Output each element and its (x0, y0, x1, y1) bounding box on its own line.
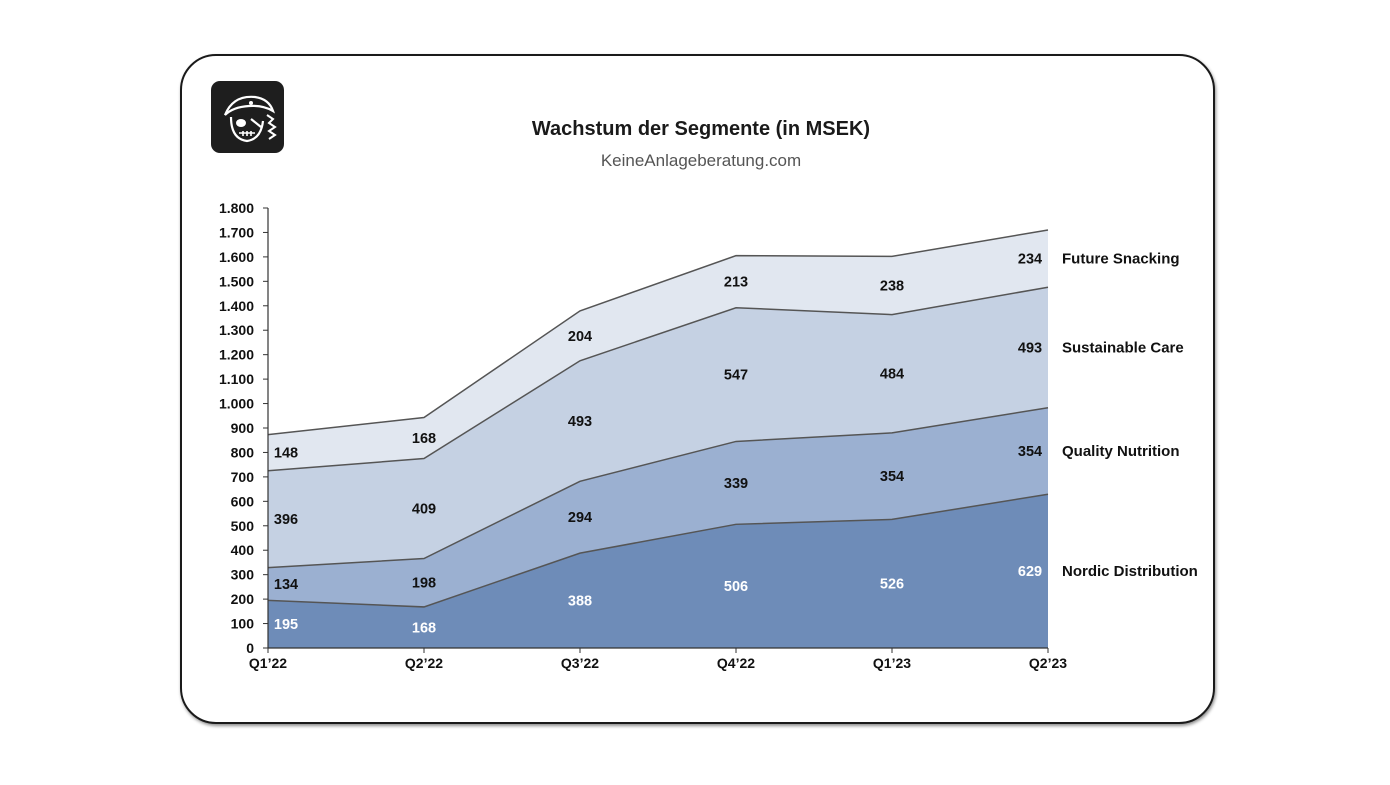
x-tick-label: Q1’23 (873, 655, 911, 671)
y-tick-label: 300 (231, 567, 255, 583)
data-label-future-snacking: 148 (274, 446, 298, 462)
data-label-sustainable-care: 547 (724, 368, 748, 384)
data-label-nordic-distribution: 526 (880, 577, 904, 593)
y-tick-label: 0 (246, 640, 254, 656)
y-tick-label: 1.000 (219, 396, 254, 412)
series-label-future-snacking: Future Snacking (1062, 251, 1180, 268)
data-label-quality-nutrition: 198 (412, 576, 436, 592)
line-future-snacking (267, 229, 1049, 436)
series-label-quality-nutrition: Quality Nutrition (1062, 443, 1180, 460)
y-tick-label: 1.600 (219, 249, 254, 265)
y-tick-label: 400 (231, 542, 255, 558)
data-label-quality-nutrition: 339 (724, 476, 748, 492)
data-label-nordic-distribution: 195 (274, 617, 298, 633)
data-label-sustainable-care: 493 (1018, 340, 1042, 356)
x-tick-label: Q2’23 (1029, 655, 1067, 671)
y-tick-label: 1.800 (219, 200, 254, 216)
data-label-future-snacking: 238 (880, 278, 904, 294)
chart-subtitle: KeineAnlageberatung.com (601, 151, 801, 170)
pirate-skull-icon (223, 95, 277, 143)
x-tick-label: Q2’22 (405, 655, 443, 671)
data-label-quality-nutrition: 134 (274, 577, 298, 593)
line-quality-nutrition (267, 406, 1049, 569)
y-tick-label: 600 (231, 493, 255, 509)
y-tick-label: 1.200 (219, 347, 254, 363)
x-tick-label: Q4’22 (717, 655, 755, 671)
y-tick-label: 800 (231, 444, 255, 460)
data-label-quality-nutrition: 354 (1018, 444, 1042, 460)
data-label-future-snacking: 204 (568, 329, 592, 345)
data-label-future-snacking: 168 (412, 431, 436, 447)
logo (211, 81, 284, 153)
data-label-sustainable-care: 409 (412, 502, 436, 518)
x-tick-label: Q3’22 (561, 655, 599, 671)
data-label-future-snacking: 234 (1018, 252, 1042, 268)
data-label-nordic-distribution: 506 (724, 579, 748, 595)
y-tick-label: 1.500 (219, 273, 254, 289)
area-nordic-distribution (268, 494, 1048, 648)
y-tick-label: 1.700 (219, 224, 254, 240)
data-label-nordic-distribution: 388 (568, 594, 592, 610)
y-tick-label: 500 (231, 518, 255, 534)
line-nordic-distribution (267, 493, 1049, 608)
chart-title: Wachstum der Segmente (in MSEK) (532, 118, 870, 140)
y-tick-label: 1.100 (219, 371, 254, 387)
line-sustainable-care (267, 286, 1049, 472)
data-label-sustainable-care: 396 (274, 512, 298, 528)
x-tick-label: Q1’22 (249, 655, 287, 671)
y-tick-label: 900 (231, 420, 255, 436)
y-tick-label: 700 (231, 469, 255, 485)
series-label-nordic-distribution: Nordic Distribution (1062, 563, 1198, 580)
y-tick-label: 1.400 (219, 298, 254, 314)
area-sustainable-care (268, 287, 1048, 568)
data-label-nordic-distribution: 629 (1018, 564, 1042, 580)
series-label-sustainable-care: Sustainable Care (1062, 339, 1184, 356)
data-label-future-snacking: 213 (724, 275, 748, 291)
data-label-quality-nutrition: 294 (568, 510, 592, 526)
area-future-snacking (268, 230, 1048, 471)
area-quality-nutrition (268, 407, 1048, 607)
data-label-nordic-distribution: 168 (412, 620, 436, 636)
data-label-sustainable-care: 484 (880, 367, 904, 383)
y-tick-label: 100 (231, 616, 255, 632)
data-label-quality-nutrition: 354 (880, 469, 904, 485)
data-label-sustainable-care: 493 (568, 414, 592, 430)
y-tick-label: 200 (231, 591, 255, 607)
y-tick-label: 1.300 (219, 322, 254, 338)
